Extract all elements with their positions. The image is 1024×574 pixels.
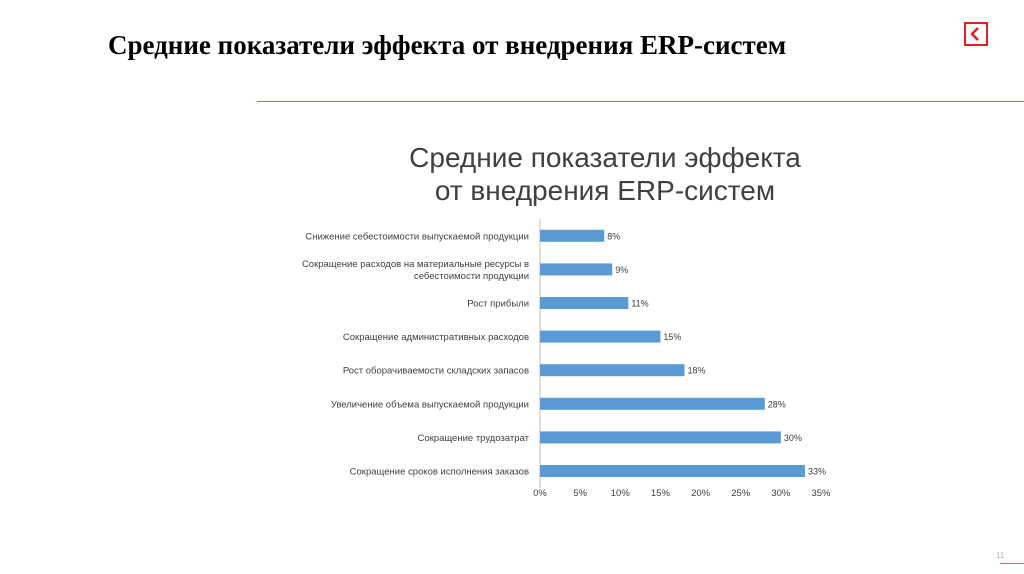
category-label: Рост прибыли — [467, 299, 529, 310]
category-label: Увеличение объема выпускаемой продукции — [331, 399, 529, 410]
corner-accent-line — [1000, 563, 1024, 564]
x-tick-label: 35% — [811, 488, 831, 499]
data-label: 30% — [784, 433, 802, 443]
bar — [540, 397, 765, 410]
x-tick-label: 5% — [573, 488, 587, 499]
data-label: 9% — [615, 265, 628, 275]
slide-number: 11 — [996, 551, 1005, 560]
category-label: Сокращение расходов на материальные ресу… — [302, 259, 529, 270]
slide-title: Средние показатели эффекта от внедрения … — [108, 30, 787, 60]
chart-title: Средние показатели эффекта от внедрения … — [340, 141, 870, 207]
chart-title-line2: от внедрения ERP-систем — [434, 175, 776, 206]
bar — [540, 465, 805, 477]
bar — [540, 229, 605, 242]
category-label: Снижение себестоимости выпускаемой проду… — [305, 231, 529, 242]
back-arrow-icon[interactable] — [964, 22, 988, 46]
chart-title-line1: Средние показатели эффекта — [409, 142, 801, 173]
x-tick-label: 15% — [651, 488, 671, 499]
category-label: Сокращение сроков исполнения заказов — [350, 467, 529, 478]
data-label: 18% — [688, 366, 706, 376]
bar — [540, 364, 685, 377]
data-label: 28% — [768, 399, 786, 409]
category-label: Сокращение трудозатрат — [417, 433, 529, 444]
bar — [540, 330, 661, 343]
category-label: себестоимости продукции — [414, 271, 529, 282]
bar — [540, 297, 629, 309]
bar — [540, 431, 781, 444]
x-tick-label: 10% — [611, 488, 631, 499]
data-label: 33% — [808, 467, 826, 477]
title-divider — [257, 101, 1024, 102]
x-tick-label: 20% — [691, 488, 711, 499]
x-tick-label: 0% — [533, 488, 547, 499]
data-label: 8% — [607, 231, 620, 241]
bar — [540, 263, 613, 276]
data-label: 15% — [663, 332, 681, 342]
category-label: Рост оборачиваемости складских запасов — [343, 366, 529, 377]
data-label: 11% — [631, 299, 648, 309]
category-label: Сокращение административных расходов — [343, 332, 529, 343]
x-tick-label: 25% — [731, 488, 751, 499]
x-tick-label: 30% — [771, 488, 791, 499]
